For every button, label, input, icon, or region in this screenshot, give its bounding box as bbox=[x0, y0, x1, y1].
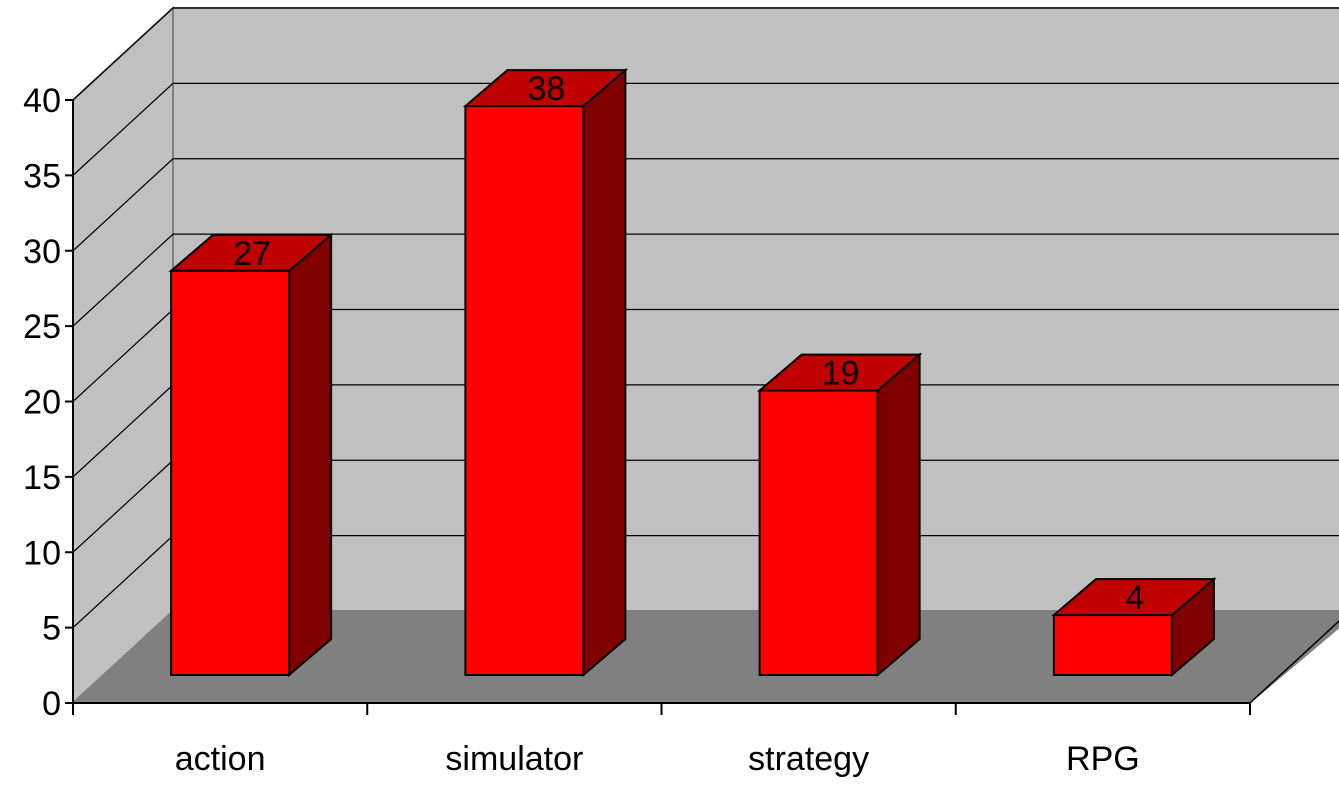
bar-side-face bbox=[288, 232, 333, 678]
gridline-side bbox=[72, 158, 174, 252]
axes bbox=[65, 99, 1339, 715]
data-label: 19 bbox=[822, 355, 860, 393]
bar-simulator bbox=[462, 67, 629, 678]
y-tick-label: 25 bbox=[23, 308, 61, 346]
bar-action bbox=[168, 232, 334, 678]
y-tick-label: 35 bbox=[23, 157, 61, 195]
bar-front-face bbox=[464, 105, 585, 676]
data-label: 27 bbox=[233, 235, 271, 273]
bar-front-face bbox=[170, 269, 291, 676]
bar-side-face bbox=[582, 67, 627, 678]
gridline-side bbox=[72, 309, 174, 402]
bar-front-face bbox=[1052, 614, 1173, 676]
floor-edge-right bbox=[1249, 620, 1339, 704]
y-tick-label: 0 bbox=[42, 685, 61, 723]
bar-front-face bbox=[758, 389, 879, 676]
y-tick-label: 15 bbox=[23, 459, 61, 497]
labels: 0 5 10 15 20 25 30 35 40 27 action 38 simulator 19 str… bbox=[23, 70, 1144, 778]
bar-strategy bbox=[756, 352, 923, 678]
gridline-side bbox=[72, 82, 174, 176]
bar-side-face bbox=[876, 352, 921, 678]
x-tick-label: action bbox=[175, 740, 266, 778]
y-tick-label: 40 bbox=[23, 82, 61, 120]
data-label: 38 bbox=[527, 70, 565, 108]
gridline-side bbox=[72, 459, 174, 553]
y-tick-label: 20 bbox=[23, 384, 61, 422]
gridline-side bbox=[72, 384, 174, 478]
bars bbox=[168, 67, 1217, 678]
y-tick-label: 30 bbox=[23, 233, 61, 271]
gridline-side bbox=[72, 535, 174, 629]
x-tick-label: simulator bbox=[445, 740, 583, 778]
y-tick-label: 10 bbox=[23, 534, 61, 572]
y-tick-label: 5 bbox=[42, 610, 61, 648]
x-tick-label: RPG bbox=[1066, 740, 1140, 778]
gridline-side bbox=[72, 7, 174, 101]
bar-RPG bbox=[1051, 576, 1217, 678]
gridline-side bbox=[72, 233, 174, 327]
x-tick-label: strategy bbox=[748, 740, 869, 778]
data-label: 4 bbox=[1125, 579, 1144, 617]
